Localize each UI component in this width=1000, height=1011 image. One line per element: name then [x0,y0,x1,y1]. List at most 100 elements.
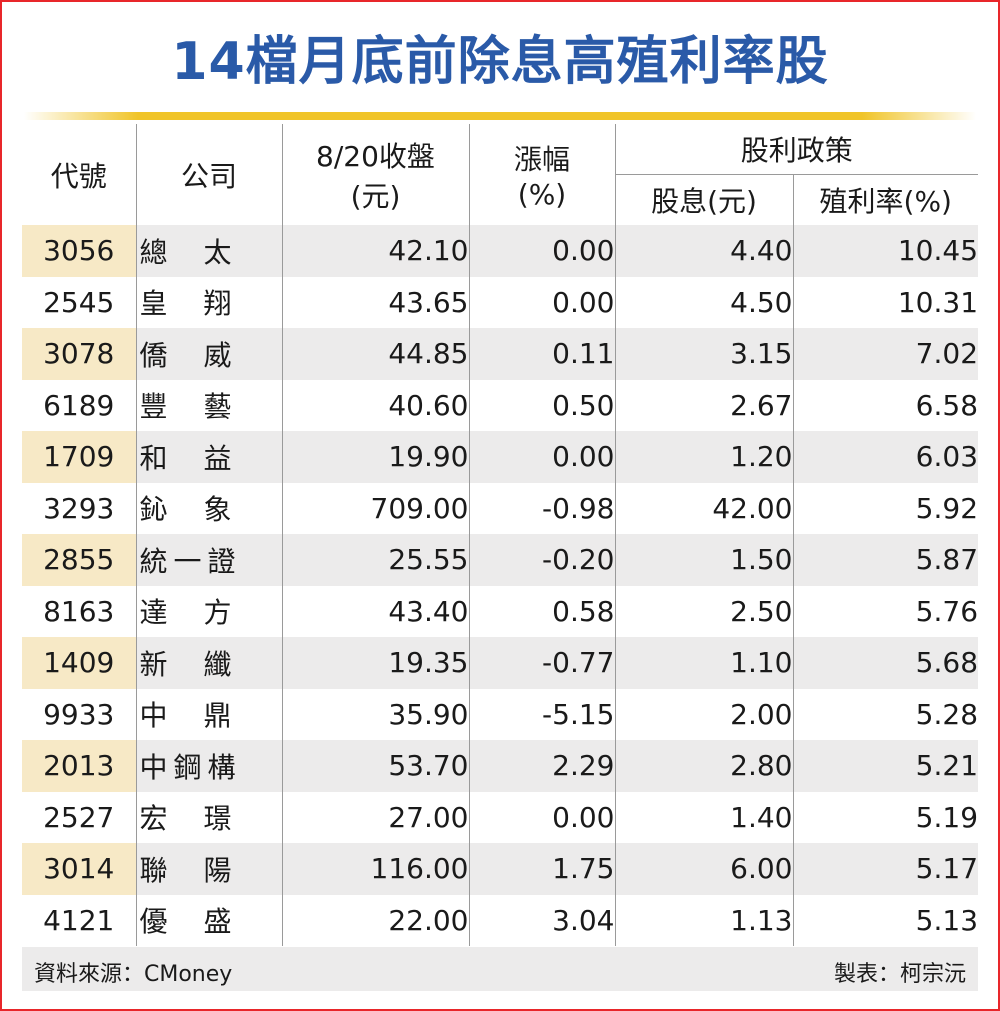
cell-company: 新纖 [135,637,282,689]
cell-change: -5.15 [468,688,615,740]
cell-company: 優盛 [135,894,282,946]
cell-close: 709.00 [281,482,469,534]
cell-close: 35.90 [281,688,469,740]
cell-company: 宏璟 [135,791,282,843]
cell-code: 1709 [22,431,136,483]
cell-yield: 10.31 [792,276,979,328]
cell-change: 0.00 [468,276,615,328]
cell-close: 116.00 [281,843,469,895]
table-row: 3056 總太 42.10 0.00 4.40 10.45 [22,225,979,277]
cell-code: 2527 [43,800,115,834]
cell-close: 40.60 [281,379,469,431]
cell-change: 0.00 [468,791,615,843]
header-code: 代號 [50,159,107,193]
cell-company: 中鋼構 [135,740,282,792]
cell-yield: 5.92 [792,482,979,534]
cell-dividend: 3.15 [614,328,793,380]
cell-yield: 5.19 [792,791,979,843]
cell-code: 2545 [43,285,115,319]
cell-close: 19.35 [281,637,469,689]
header-policy: 股利政策 [614,124,979,175]
cell-close: 19.90 [281,431,469,483]
table-row: 6189 豐藝 40.60 0.50 2.67 6.58 [22,379,979,431]
cell-company: 僑威 [135,328,282,380]
cell-dividend: 2.50 [614,585,793,637]
header-change-line2: (%) [517,178,567,211]
cell-dividend: 1.50 [614,534,793,586]
cell-code: 3014 [22,843,136,895]
table-row: 8163 達方 43.40 0.58 2.50 5.76 [22,585,979,637]
table-row: 2545 皇翔 43.65 0.00 4.50 10.31 [22,276,979,328]
cell-dividend: 2.80 [614,740,793,792]
cell-dividend: 2.67 [614,379,793,431]
header-close: 8/20收盤 (元) [281,124,469,225]
table-row: 2855 統一證 25.55 -0.20 1.50 5.87 [22,534,979,586]
cell-change: -0.20 [468,534,615,586]
cell-change: 0.00 [468,431,615,483]
cell-company: 統一證 [135,534,282,586]
title-underline [24,112,976,120]
cell-change: -0.98 [468,482,615,534]
cell-dividend: 2.00 [614,688,793,740]
cell-yield: 5.13 [792,894,979,946]
cell-change: 1.75 [468,843,615,895]
cell-dividend: 42.00 [614,482,793,534]
header-change-line1: 漲幅 [513,143,570,176]
cell-dividend: 4.40 [614,225,793,277]
cell-change: 2.29 [468,740,615,792]
cell-dividend: 1.20 [614,431,793,483]
cell-code: 1409 [22,637,136,689]
cell-close: 42.10 [281,225,469,277]
table-body: 3056 總太 42.10 0.00 4.40 10.45 2545 皇翔 43.65 0.00 4… [22,225,979,946]
cell-dividend: 1.13 [614,894,793,946]
cell-yield: 5.68 [792,637,979,689]
cell-code: 8163 [43,594,115,628]
cell-change: 3.04 [468,894,615,946]
footer: 資料來源：CMoney 製表：柯宗沅 [22,947,978,991]
cell-close: 44.85 [281,328,469,380]
table-row: 3078 僑威 44.85 0.11 3.15 7.02 [22,328,979,380]
source-note: 資料來源：CMoney [34,962,233,987]
cell-yield: 7.02 [792,328,979,380]
cell-code: 4121 [43,903,115,937]
cell-company: 鈊象 [135,482,282,534]
cell-change: 0.50 [468,379,615,431]
cell-dividend: 1.40 [614,791,793,843]
cell-company: 總太 [135,225,282,277]
cell-code: 3293 [43,491,115,525]
cell-company: 達方 [135,585,282,637]
cell-company: 聯陽 [135,843,282,895]
header-change: 漲幅 (%) [468,124,615,225]
header-dividend: 股息(元) [614,174,793,225]
cell-change: -0.77 [468,637,615,689]
cell-dividend: 6.00 [614,843,793,895]
cell-code: 2855 [22,534,136,586]
cell-change: 0.58 [468,585,615,637]
cell-yield: 5.28 [792,688,979,740]
header-company: 公司 [135,124,282,225]
table-row: 1409 新纖 19.35 -0.77 1.10 5.68 [22,637,979,689]
cell-code: 6189 [43,388,115,422]
cell-yield: 10.45 [792,225,979,277]
cell-yield: 5.21 [792,740,979,792]
cell-code: 9933 [43,697,115,731]
cell-company: 中鼎 [135,688,282,740]
cell-close: 43.65 [281,276,469,328]
table-row: 3293 鈊象 709.00 -0.98 42.00 5.92 [22,482,979,534]
cell-code: 3078 [22,328,136,380]
cell-close: 53.70 [281,740,469,792]
cell-dividend: 4.50 [614,276,793,328]
cell-close: 25.55 [281,534,469,586]
table-row: 3014 聯陽 116.00 1.75 6.00 5.17 [22,843,979,895]
cell-yield: 6.03 [792,431,979,483]
table-row: 2013 中鋼構 53.70 2.29 2.80 5.21 [22,740,979,792]
cell-close: 22.00 [281,894,469,946]
cell-code: 2013 [22,740,136,792]
table-row: 1709 和益 19.90 0.00 1.20 6.03 [22,431,979,483]
header-yield: 殖利率(%) [792,174,979,225]
cell-yield: 5.76 [792,585,979,637]
table-row: 2527 宏璟 27.00 0.00 1.40 5.19 [22,791,979,843]
cell-dividend: 1.10 [614,637,793,689]
cell-change: 0.00 [468,225,615,277]
table-row: 9933 中鼎 35.90 -5.15 2.00 5.28 [22,688,979,740]
